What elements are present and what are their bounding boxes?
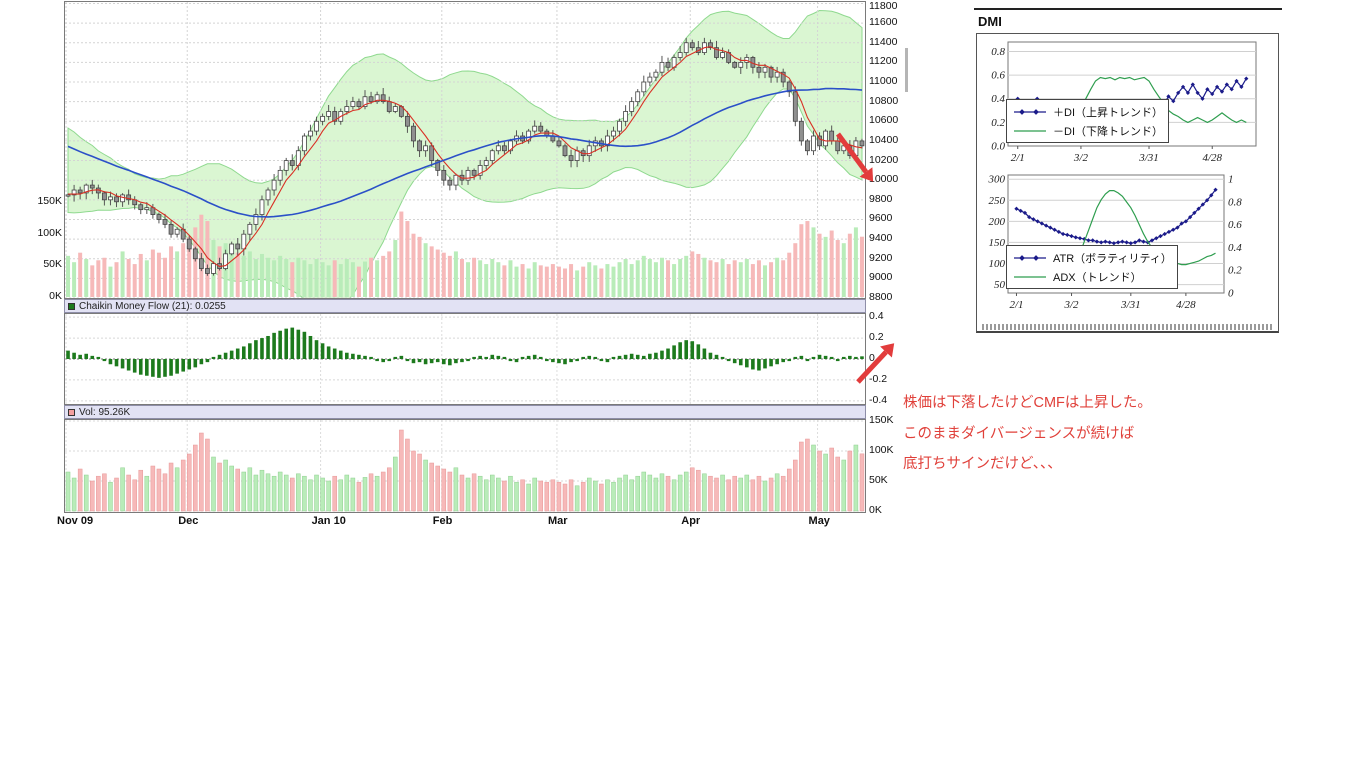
atr-adx-legend: ATR（ボラティリティ） ADX（トレンド） xyxy=(1006,245,1178,289)
axis-tick-label: Jan 10 xyxy=(311,515,346,527)
svg-text:0.6: 0.6 xyxy=(991,70,1005,82)
svg-text:150: 150 xyxy=(989,237,1006,249)
svg-text:300: 300 xyxy=(988,174,1006,186)
axis-tick-label: 11800 xyxy=(869,0,898,12)
cmf-header: Chaikin Money Flow (21): 0.0255 xyxy=(64,299,866,313)
axis-tick-label: 150K xyxy=(37,195,62,208)
axis-tick-label: 50K xyxy=(43,258,62,271)
svg-text:2/1: 2/1 xyxy=(1009,299,1023,311)
adx-legend-row: ADX（トレンド） xyxy=(1012,268,1172,285)
axis-tick-label: Dec xyxy=(178,515,199,527)
svg-text:3/2: 3/2 xyxy=(1063,299,1079,311)
annotation-line-3: 底打ちサインだけど、、、 xyxy=(903,456,1062,472)
svg-text:4/28: 4/28 xyxy=(1176,299,1196,311)
axis-tick-label: 0K xyxy=(869,504,882,516)
axis-tick-label: 10600 xyxy=(869,114,899,127)
di-legend: ＋DI（上昇トレンド） －DI（下降トレンド） xyxy=(1006,99,1169,143)
cmf-panel xyxy=(64,313,866,405)
axis-tick-label: 9200 xyxy=(869,251,893,264)
svg-text:3/31: 3/31 xyxy=(1138,152,1159,164)
atr-line-sample xyxy=(1014,254,1046,261)
axis-tick-label: Nov 09 xyxy=(57,515,94,527)
axis-tick-label: -0.4 xyxy=(869,393,888,406)
axis-tick-label: 100K xyxy=(37,226,62,239)
scrollbar-fragment[interactable] xyxy=(905,48,908,92)
axis-tick-label: Apr xyxy=(681,515,701,527)
axis-tick-label: 50K xyxy=(869,474,888,486)
axis-tick-label: 8800 xyxy=(869,291,893,303)
svg-text:0.4: 0.4 xyxy=(991,93,1005,105)
svg-text:4/28: 4/28 xyxy=(1202,152,1222,164)
di-minus-label: －DI（下降トレンド） xyxy=(1053,125,1163,138)
svg-text:0.2: 0.2 xyxy=(991,117,1005,129)
svg-text:3/2: 3/2 xyxy=(1073,152,1089,164)
dmi-top-rule xyxy=(974,8,1282,10)
axis-tick-label: Mar xyxy=(547,515,568,527)
axis-tick-label: May xyxy=(808,515,830,527)
di-plus-legend-row: ＋DI（上昇トレンド） xyxy=(1012,103,1163,120)
svg-text:0.8: 0.8 xyxy=(991,46,1005,58)
dmi-fine-print xyxy=(982,324,1272,330)
volume-panel xyxy=(64,419,866,513)
dmi-title: DMI xyxy=(978,14,1002,29)
axis-tick-label: 10400 xyxy=(869,133,899,146)
axis-tick-label: 11400 xyxy=(869,35,898,48)
svg-text:0: 0 xyxy=(1228,288,1234,300)
svg-text:0.0: 0.0 xyxy=(991,141,1005,153)
axis-tick-label: Feb xyxy=(432,515,453,527)
axis-tick-label: 9800 xyxy=(869,192,893,205)
price-panel xyxy=(64,1,866,299)
atr-adx-chart-svg: 300 250 200 150 100 50 1 0.8 0.6 0.4 0.2 0 2/1 3/2 3/3… xyxy=(988,174,1243,311)
axis-tick-label: 11600 xyxy=(869,16,898,29)
atr-legend-row: ATR（ボラティリティ） xyxy=(1012,249,1172,266)
axis-tick-label: 10000 xyxy=(869,173,899,186)
volume-chart-svg xyxy=(65,420,865,512)
axis-tick-label: 100K xyxy=(869,444,894,456)
svg-text:2/1: 2/1 xyxy=(1011,152,1025,164)
annotation-line-2: このままダイバージェンスが続けば xyxy=(903,425,1135,442)
di-plus-line-sample xyxy=(1014,108,1046,115)
svg-text:3/31: 3/31 xyxy=(1120,299,1141,311)
cmf-header-label: Chaikin Money Flow (21): 0.0255 xyxy=(79,300,226,312)
adx-line-sample xyxy=(1014,275,1046,278)
svg-text:250: 250 xyxy=(989,195,1006,207)
di-minus-line-sample xyxy=(1014,129,1046,132)
svg-text:0.2: 0.2 xyxy=(1228,265,1242,277)
adx-label: ADX（トレンド） xyxy=(1053,271,1142,284)
svg-text:1: 1 xyxy=(1228,174,1234,186)
axis-tick-label: 11000 xyxy=(869,75,898,87)
price-chart-svg xyxy=(65,2,865,298)
svg-text:50: 50 xyxy=(994,279,1006,291)
svg-text:200: 200 xyxy=(989,216,1006,228)
axis-tick-label: 0.2 xyxy=(869,331,884,344)
axis-tick-label: 0 xyxy=(869,352,875,364)
svg-text:0.8: 0.8 xyxy=(1228,196,1242,208)
cmf-chart-svg xyxy=(65,314,865,404)
axis-tick-label: 9400 xyxy=(869,232,893,245)
di-plus-label: ＋DI（上昇トレンド） xyxy=(1053,106,1163,119)
svg-text:0.6: 0.6 xyxy=(1228,219,1242,231)
atr-label: ATR（ボラティリティ） xyxy=(1053,252,1172,265)
volume-header-label: Vol: 95.26K xyxy=(79,406,131,418)
di-minus-legend-row: －DI（下降トレンド） xyxy=(1012,122,1163,139)
axis-tick-label: 10800 xyxy=(869,94,899,107)
axis-tick-label: 0K xyxy=(49,290,62,302)
axis-tick-label: -0.2 xyxy=(869,372,888,385)
volume-legend-swatch xyxy=(68,408,75,416)
cmf-legend-swatch xyxy=(68,302,75,310)
axis-tick-label: 9000 xyxy=(869,271,893,284)
svg-text:0.4: 0.4 xyxy=(1228,242,1242,254)
axis-tick-label: 11200 xyxy=(869,55,898,68)
axis-tick-label: 0.4 xyxy=(869,310,884,323)
svg-text:100: 100 xyxy=(989,258,1006,270)
volume-header: Vol: 95.26K xyxy=(64,405,866,419)
axis-tick-label: 9600 xyxy=(869,212,893,225)
axis-tick-label: 150K xyxy=(869,414,894,426)
annotation-line-1: 株価は下落したけどCMFは上昇した。 xyxy=(903,395,1152,411)
axis-tick-label: 10200 xyxy=(869,153,899,166)
annotation-text: 株価は下落したけどCMFは上昇した。 このままダイバージェンスが続けば 底打ちサ… xyxy=(903,388,1152,480)
